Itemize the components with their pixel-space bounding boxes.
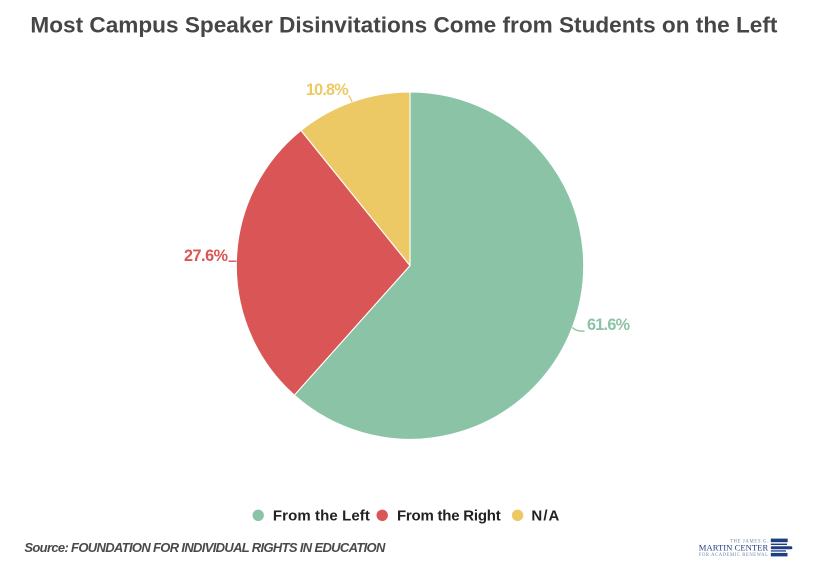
svg-text:THE JAMES G.: THE JAMES G. bbox=[730, 539, 768, 544]
svg-text:27.6%: 27.6% bbox=[184, 247, 228, 265]
svg-text:From the Left: From the Left bbox=[273, 507, 370, 524]
svg-text:FOR ACADEMIC RENEWAL: FOR ACADEMIC RENEWAL bbox=[699, 553, 768, 558]
svg-text:MARTIN CENTER: MARTIN CENTER bbox=[699, 543, 769, 553]
svg-text:61.6%: 61.6% bbox=[587, 316, 630, 334]
svg-text:Most Campus Speaker Disinvitat: Most Campus Speaker Disinvitations Come … bbox=[30, 12, 777, 37]
svg-text:From the Right: From the Right bbox=[397, 507, 501, 524]
svg-text:Source: FOUNDATION FOR INDIVID: Source: FOUNDATION FOR INDIVIDUAL RIGHTS… bbox=[24, 540, 386, 555]
svg-text:10.8%: 10.8% bbox=[306, 81, 349, 99]
svg-text:N/A: N/A bbox=[531, 507, 559, 524]
